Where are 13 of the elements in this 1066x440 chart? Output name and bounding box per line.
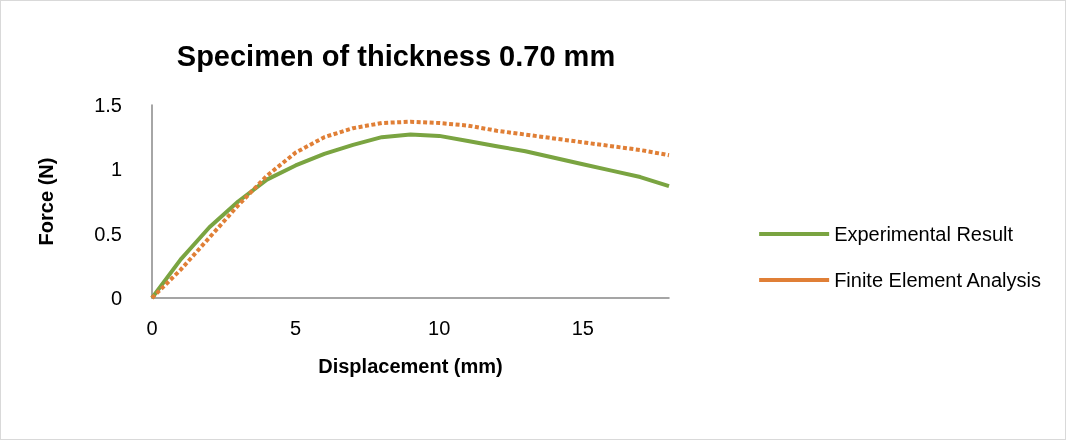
x-axis-title: Displacement (mm) [318,355,503,377]
y-axis-title: Force (N) [35,157,57,246]
x-tick-label: 15 [571,317,594,339]
y-tick-label: 1 [110,158,122,181]
y-tick-label: 0 [110,287,122,309]
legend-label: Experimental Result [834,223,1014,245]
chart-title: Specimen of thickness 0.70 mm [176,39,616,72]
y-tick-label: 1.5 [94,94,122,116]
legend-label: Finite Element Analysis [834,269,1041,291]
x-tick-label: 0 [146,317,158,339]
x-tick-label: 5 [290,317,302,339]
x-tick-label: 10 [428,317,451,339]
y-tick-label: 0.5 [94,222,122,245]
